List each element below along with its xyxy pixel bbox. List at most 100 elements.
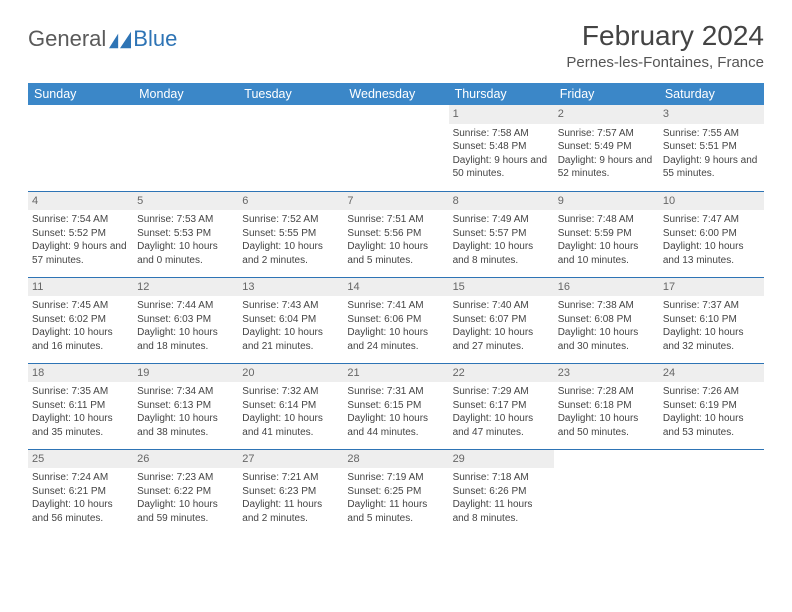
calendar-day-cell xyxy=(133,105,238,191)
sunset-text: Sunset: 5:55 PM xyxy=(242,227,339,241)
calendar-day-cell xyxy=(659,449,764,535)
sunset-text: Sunset: 6:18 PM xyxy=(558,399,655,413)
sunset-text: Sunset: 5:53 PM xyxy=(137,227,234,241)
daylight-text: Daylight: 10 hours and 8 minutes. xyxy=(453,240,550,267)
calendar-day-cell: 1Sunrise: 7:58 AMSunset: 5:48 PMDaylight… xyxy=(449,105,554,191)
day-number: 21 xyxy=(343,364,448,383)
sunset-text: Sunset: 6:25 PM xyxy=(347,485,444,499)
daylight-text: Daylight: 10 hours and 16 minutes. xyxy=(32,326,129,353)
daylight-text: Daylight: 9 hours and 55 minutes. xyxy=(663,154,760,181)
day-number: 26 xyxy=(133,450,238,469)
daylight-text: Daylight: 10 hours and 27 minutes. xyxy=(453,326,550,353)
day-number: 9 xyxy=(554,192,659,211)
day-number: 7 xyxy=(343,192,448,211)
day-number: 19 xyxy=(133,364,238,383)
daylight-text: Daylight: 10 hours and 47 minutes. xyxy=(453,412,550,439)
daylight-text: Daylight: 10 hours and 53 minutes. xyxy=(663,412,760,439)
sunset-text: Sunset: 5:48 PM xyxy=(453,140,550,154)
day-number: 14 xyxy=(343,278,448,297)
daylight-text: Daylight: 10 hours and 41 minutes. xyxy=(242,412,339,439)
sunrise-text: Sunrise: 7:52 AM xyxy=(242,213,339,227)
calendar-header-row: Sunday Monday Tuesday Wednesday Thursday… xyxy=(28,83,764,105)
sunrise-text: Sunrise: 7:34 AM xyxy=(137,385,234,399)
day-number: 16 xyxy=(554,278,659,297)
weekday-header: Friday xyxy=(554,83,659,105)
sunset-text: Sunset: 5:59 PM xyxy=(558,227,655,241)
day-number xyxy=(554,450,659,469)
day-number: 5 xyxy=(133,192,238,211)
day-number xyxy=(133,105,238,124)
sunrise-text: Sunrise: 7:51 AM xyxy=(347,213,444,227)
day-number: 17 xyxy=(659,278,764,297)
daylight-text: Daylight: 10 hours and 38 minutes. xyxy=(137,412,234,439)
day-number: 13 xyxy=(238,278,343,297)
calendar-day-cell: 18Sunrise: 7:35 AMSunset: 6:11 PMDayligh… xyxy=(28,363,133,449)
daylight-text: Daylight: 10 hours and 0 minutes. xyxy=(137,240,234,267)
daylight-text: Daylight: 10 hours and 35 minutes. xyxy=(32,412,129,439)
day-number: 25 xyxy=(28,450,133,469)
calendar-day-cell: 17Sunrise: 7:37 AMSunset: 6:10 PMDayligh… xyxy=(659,277,764,363)
daylight-text: Daylight: 10 hours and 21 minutes. xyxy=(242,326,339,353)
sunrise-text: Sunrise: 7:57 AM xyxy=(558,127,655,141)
daylight-text: Daylight: 10 hours and 13 minutes. xyxy=(663,240,760,267)
daylight-text: Daylight: 10 hours and 44 minutes. xyxy=(347,412,444,439)
calendar-day-cell: 2Sunrise: 7:57 AMSunset: 5:49 PMDaylight… xyxy=(554,105,659,191)
calendar-day-cell: 22Sunrise: 7:29 AMSunset: 6:17 PMDayligh… xyxy=(449,363,554,449)
header: General Blue February 2024 Pernes-les-Fo… xyxy=(28,20,764,71)
day-number: 20 xyxy=(238,364,343,383)
sunrise-text: Sunrise: 7:55 AM xyxy=(663,127,760,141)
calendar-day-cell: 20Sunrise: 7:32 AMSunset: 6:14 PMDayligh… xyxy=(238,363,343,449)
calendar-day-cell: 10Sunrise: 7:47 AMSunset: 6:00 PMDayligh… xyxy=(659,191,764,277)
calendar-day-cell: 14Sunrise: 7:41 AMSunset: 6:06 PMDayligh… xyxy=(343,277,448,363)
sunrise-text: Sunrise: 7:26 AM xyxy=(663,385,760,399)
sunrise-text: Sunrise: 7:44 AM xyxy=(137,299,234,313)
title-block: February 2024 Pernes-les-Fontaines, Fran… xyxy=(566,20,764,71)
sunrise-text: Sunrise: 7:54 AM xyxy=(32,213,129,227)
calendar-week-row: 1Sunrise: 7:58 AMSunset: 5:48 PMDaylight… xyxy=(28,105,764,191)
calendar-day-cell: 28Sunrise: 7:19 AMSunset: 6:25 PMDayligh… xyxy=(343,449,448,535)
sunset-text: Sunset: 5:52 PM xyxy=(32,227,129,241)
sunrise-text: Sunrise: 7:31 AM xyxy=(347,385,444,399)
daylight-text: Daylight: 10 hours and 5 minutes. xyxy=(347,240,444,267)
location: Pernes-les-Fontaines, France xyxy=(566,54,764,71)
day-number xyxy=(238,105,343,124)
day-number xyxy=(28,105,133,124)
calendar-day-cell: 23Sunrise: 7:28 AMSunset: 6:18 PMDayligh… xyxy=(554,363,659,449)
calendar-day-cell: 15Sunrise: 7:40 AMSunset: 6:07 PMDayligh… xyxy=(449,277,554,363)
brand-blue: Blue xyxy=(133,26,177,52)
sunset-text: Sunset: 6:14 PM xyxy=(242,399,339,413)
sunrise-text: Sunrise: 7:37 AM xyxy=(663,299,760,313)
calendar-day-cell xyxy=(554,449,659,535)
sunset-text: Sunset: 6:10 PM xyxy=(663,313,760,327)
sunrise-text: Sunrise: 7:18 AM xyxy=(453,471,550,485)
calendar-day-cell: 8Sunrise: 7:49 AMSunset: 5:57 PMDaylight… xyxy=(449,191,554,277)
sunset-text: Sunset: 6:07 PM xyxy=(453,313,550,327)
sunrise-text: Sunrise: 7:19 AM xyxy=(347,471,444,485)
calendar-table: Sunday Monday Tuesday Wednesday Thursday… xyxy=(28,83,764,535)
daylight-text: Daylight: 10 hours and 18 minutes. xyxy=(137,326,234,353)
sunrise-text: Sunrise: 7:45 AM xyxy=(32,299,129,313)
sunset-text: Sunset: 6:06 PM xyxy=(347,313,444,327)
calendar-day-cell xyxy=(238,105,343,191)
calendar-day-cell: 7Sunrise: 7:51 AMSunset: 5:56 PMDaylight… xyxy=(343,191,448,277)
calendar-day-cell: 5Sunrise: 7:53 AMSunset: 5:53 PMDaylight… xyxy=(133,191,238,277)
day-number: 10 xyxy=(659,192,764,211)
sunset-text: Sunset: 6:17 PM xyxy=(453,399,550,413)
sunrise-text: Sunrise: 7:47 AM xyxy=(663,213,760,227)
calendar-week-row: 4Sunrise: 7:54 AMSunset: 5:52 PMDaylight… xyxy=(28,191,764,277)
day-number: 28 xyxy=(343,450,448,469)
sunrise-text: Sunrise: 7:58 AM xyxy=(453,127,550,141)
calendar-day-cell xyxy=(28,105,133,191)
sunrise-text: Sunrise: 7:49 AM xyxy=(453,213,550,227)
calendar-week-row: 18Sunrise: 7:35 AMSunset: 6:11 PMDayligh… xyxy=(28,363,764,449)
weekday-header: Tuesday xyxy=(238,83,343,105)
day-number: 27 xyxy=(238,450,343,469)
weekday-header: Sunday xyxy=(28,83,133,105)
sunrise-text: Sunrise: 7:38 AM xyxy=(558,299,655,313)
day-number: 29 xyxy=(449,450,554,469)
month-title: February 2024 xyxy=(566,20,764,52)
calendar-day-cell: 24Sunrise: 7:26 AMSunset: 6:19 PMDayligh… xyxy=(659,363,764,449)
calendar-day-cell: 3Sunrise: 7:55 AMSunset: 5:51 PMDaylight… xyxy=(659,105,764,191)
day-number: 12 xyxy=(133,278,238,297)
sunset-text: Sunset: 6:15 PM xyxy=(347,399,444,413)
